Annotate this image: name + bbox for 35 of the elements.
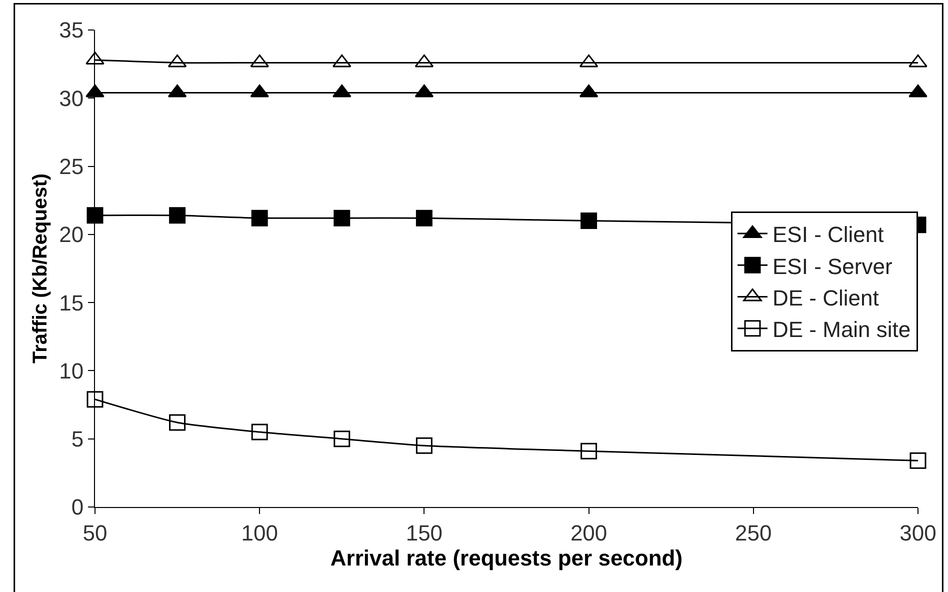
x-tick-label: 300: [900, 520, 936, 546]
x-tick-label: 50: [82, 520, 108, 546]
legend-label: DE - Client: [772, 285, 879, 310]
point: [169, 414, 186, 431]
y-tick-label: 30: [59, 86, 84, 111]
point: [334, 430, 350, 448]
y-tick-label: 0: [71, 494, 84, 520]
y-tick-label: 20: [59, 222, 84, 248]
y-tick-label: 10: [59, 358, 84, 384]
point: [908, 84, 928, 98]
point: [910, 452, 926, 469]
y-axis-title: Traffic (Kb/Request): [30, 173, 52, 364]
point: [86, 207, 104, 224]
y-tick-label: 5: [71, 426, 84, 452]
point: [251, 424, 268, 440]
point: [251, 210, 268, 226]
point: [334, 210, 350, 226]
y-tick-label: 25: [59, 154, 84, 179]
point: [416, 437, 432, 454]
x-axis-title: Arrival rate (requests per second): [330, 545, 683, 570]
point: [169, 207, 186, 224]
x-tick-label: 250: [735, 520, 772, 546]
point: [416, 210, 432, 226]
y-tick-label: 15: [59, 290, 84, 316]
point: [908, 54, 928, 68]
legend-label: ESI - Server: [772, 254, 892, 279]
point: [580, 442, 598, 460]
x-tick-label: 100: [241, 520, 278, 546]
x-tick-label: 200: [570, 520, 608, 546]
legend-label: DE - Main site: [772, 316, 911, 342]
point: [580, 212, 598, 230]
y-tick-label: 35: [59, 18, 84, 43]
point: [86, 391, 104, 408]
legend-label: ESI - Client: [772, 222, 884, 248]
x-tick-label: 150: [406, 520, 443, 546]
